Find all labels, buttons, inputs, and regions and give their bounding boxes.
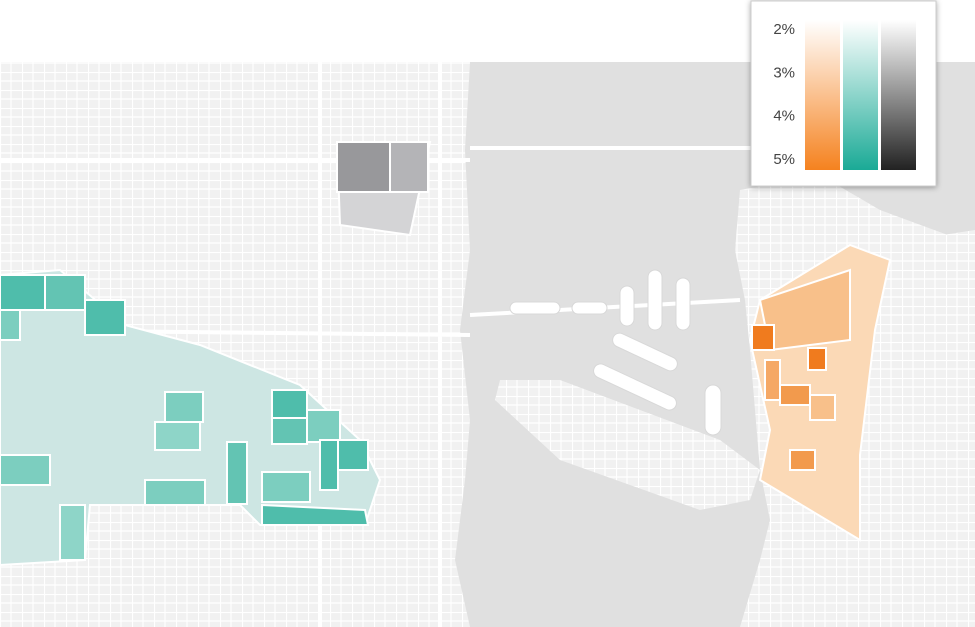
legend-label: 4% bbox=[773, 108, 795, 125]
legend-label: 3% bbox=[773, 64, 795, 81]
legend-label: 2% bbox=[773, 21, 795, 38]
legend-bar bbox=[881, 20, 916, 170]
legend-bar bbox=[843, 20, 878, 170]
gray-region bbox=[335, 141, 432, 237]
legend-label: 5% bbox=[773, 151, 795, 168]
legend-bar bbox=[805, 20, 840, 170]
legend: 2% 3% 4% 5% bbox=[750, 0, 937, 187]
port-island bbox=[495, 380, 760, 510]
highway bbox=[0, 58, 760, 627]
islands bbox=[509, 269, 722, 436]
orange-region bbox=[748, 243, 892, 542]
beach-land bbox=[860, 230, 975, 627]
teal-region bbox=[0, 268, 382, 567]
water bbox=[455, 62, 975, 627]
